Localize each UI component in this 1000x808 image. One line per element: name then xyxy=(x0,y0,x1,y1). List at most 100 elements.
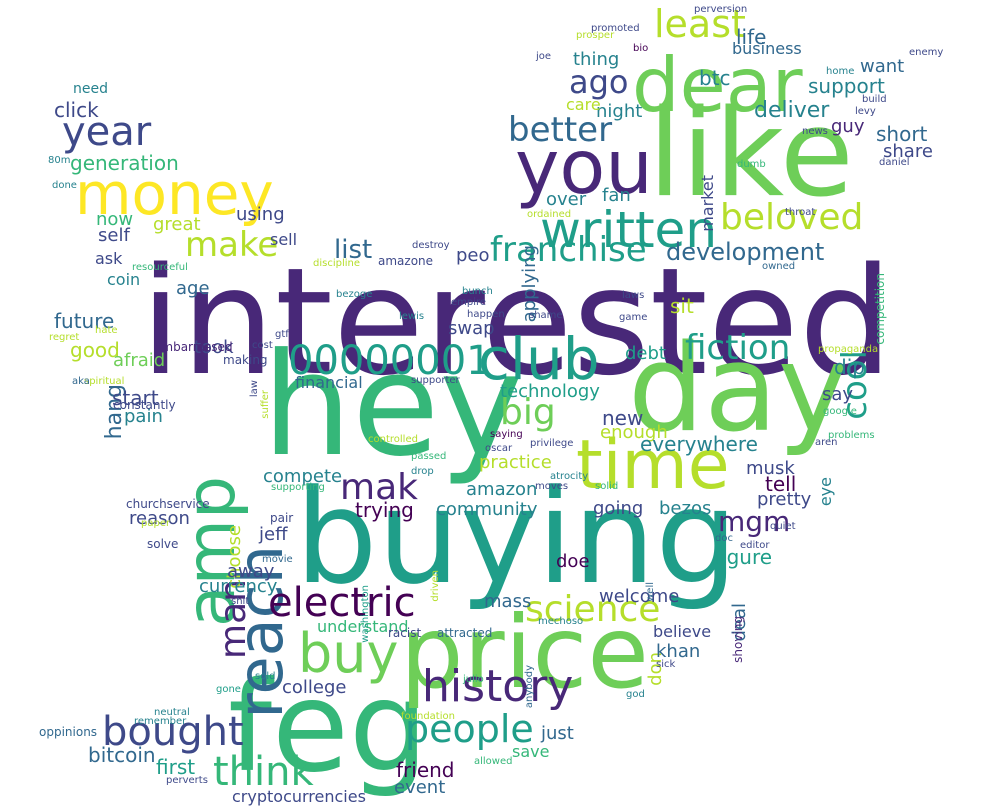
word: support xyxy=(808,74,885,98)
word: movie xyxy=(262,554,293,565)
word: club xyxy=(478,325,600,393)
word: cryptocurrencies xyxy=(232,787,366,806)
word: financial xyxy=(295,373,363,392)
word: business xyxy=(732,39,802,58)
word: compete xyxy=(263,466,343,487)
word: pain xyxy=(124,406,163,427)
word: shit xyxy=(231,596,250,607)
word: swap xyxy=(448,318,495,339)
word: afraid xyxy=(113,350,166,371)
word: neutral xyxy=(154,707,190,718)
word: attracted xyxy=(437,626,493,640)
word: foundation xyxy=(401,711,455,722)
word: btc xyxy=(699,66,731,90)
word: everywhere xyxy=(640,432,758,456)
word: bitcoin xyxy=(88,743,156,767)
word: people xyxy=(405,707,534,751)
word: away xyxy=(227,561,275,582)
word: supporting xyxy=(271,482,325,493)
word: history xyxy=(422,661,574,712)
word: ask xyxy=(95,249,123,268)
word: enough xyxy=(600,422,668,443)
word: event xyxy=(394,777,446,798)
word: future xyxy=(54,309,115,333)
word: controlled xyxy=(368,434,418,445)
word: better xyxy=(508,110,613,150)
word: daniel xyxy=(879,157,910,168)
word: believe xyxy=(653,622,712,641)
word: privilege xyxy=(530,438,574,449)
word: you xyxy=(515,123,653,211)
word: bezos xyxy=(659,498,712,519)
word: bio xyxy=(633,43,649,54)
word: throat xyxy=(785,207,816,218)
word: figure xyxy=(714,545,773,569)
word: well xyxy=(645,582,656,602)
word: mass xyxy=(484,591,532,612)
word: paper xyxy=(141,518,171,529)
word: destroy xyxy=(412,240,450,251)
word: thing xyxy=(573,49,620,70)
word: bought xyxy=(102,709,244,755)
word: technology xyxy=(500,381,600,402)
word: eye xyxy=(816,477,835,507)
word: competition xyxy=(873,273,887,345)
word: electric xyxy=(268,580,416,626)
word: gone xyxy=(216,684,241,695)
word: debt xyxy=(625,343,666,364)
word: churchservice xyxy=(126,497,210,511)
word: say xyxy=(822,384,854,405)
word: hey xyxy=(262,323,524,488)
word: driven xyxy=(430,570,441,602)
word: generation xyxy=(70,151,179,175)
word: guy xyxy=(831,116,865,137)
word: aren xyxy=(815,437,838,448)
word: gtf xyxy=(275,329,289,340)
word: happen xyxy=(467,309,505,320)
word: start xyxy=(112,386,159,410)
word: written xyxy=(540,201,718,259)
word: reason xyxy=(129,508,190,529)
word: make xyxy=(185,225,279,265)
word: mechoso xyxy=(538,616,584,627)
word: year xyxy=(62,109,152,155)
word: home xyxy=(826,66,855,77)
word: click xyxy=(54,98,99,122)
word: regret xyxy=(49,332,80,343)
word: least xyxy=(654,2,746,46)
word: problems xyxy=(828,430,875,441)
word: perverts xyxy=(166,775,208,786)
word: list xyxy=(334,235,373,265)
word: enemy xyxy=(909,47,944,58)
word: levy xyxy=(855,106,876,117)
word: lewis xyxy=(399,311,425,322)
word: allowed xyxy=(474,756,513,767)
word: 80m xyxy=(48,155,71,166)
word: embarrassed xyxy=(154,340,233,354)
word: discipline xyxy=(313,258,361,269)
word: bunch xyxy=(462,286,493,297)
word: solid xyxy=(595,481,619,492)
word: supporter xyxy=(411,375,460,386)
word: making xyxy=(223,353,268,367)
word: aka xyxy=(72,376,90,387)
word: going xyxy=(593,498,644,519)
word: took xyxy=(194,337,234,358)
word: doc xyxy=(715,533,733,544)
word: build xyxy=(862,94,887,105)
word: interested xyxy=(140,236,893,408)
word: fan xyxy=(602,185,631,206)
word: news xyxy=(802,126,828,137)
word: great xyxy=(153,214,201,235)
word: google xyxy=(823,406,857,417)
word: dear xyxy=(632,41,803,129)
word: using xyxy=(236,204,285,225)
word: currency xyxy=(199,576,278,597)
word: save xyxy=(512,742,550,761)
word: saying xyxy=(490,429,523,440)
word: care xyxy=(566,95,601,114)
word: propaganda xyxy=(818,344,879,355)
word: time xyxy=(576,426,730,505)
word: racist xyxy=(388,626,422,640)
word: musk xyxy=(746,458,795,479)
